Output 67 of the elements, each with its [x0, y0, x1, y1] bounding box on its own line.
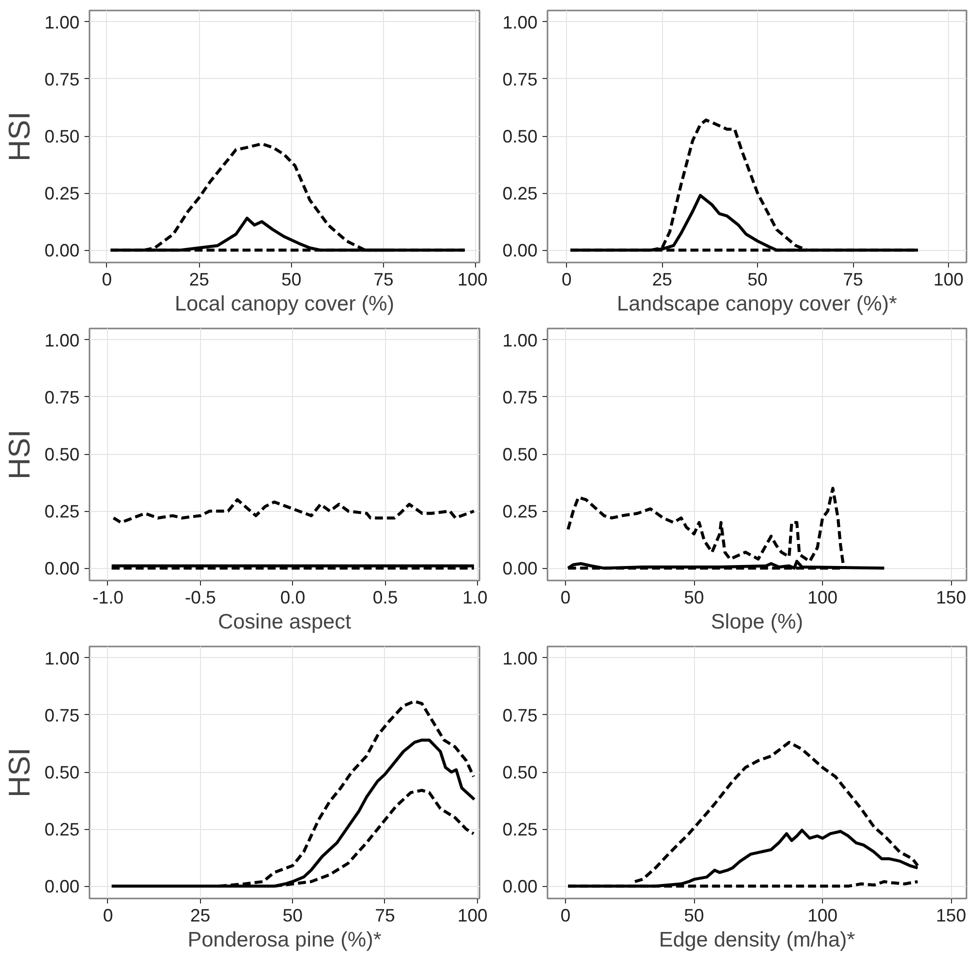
x-tick-label: 75 — [374, 270, 394, 290]
x-tick-label: -0.5 — [184, 588, 216, 608]
x-tick-label: 100 — [457, 270, 488, 290]
x-axis-title: Cosine aspect — [218, 610, 352, 634]
y-tick-label: 0.25 — [502, 820, 538, 840]
y-tick-label: 1.00 — [502, 12, 538, 32]
x-tick-label: 0 — [562, 270, 572, 290]
y-tick-label: 0.50 — [44, 126, 80, 147]
y-tick-label: 0.00 — [44, 876, 80, 897]
y-tick-label: 0.50 — [44, 762, 80, 783]
x-tick-label: 100 — [808, 588, 838, 608]
y-tick-label: 0.00 — [44, 240, 80, 261]
x-axis-title: Landscape canopy cover (%)* — [616, 292, 898, 316]
y-tick-label: 1.00 — [44, 330, 80, 350]
y-tick-label: 0.00 — [44, 558, 80, 579]
y-tick-label: 0.25 — [44, 820, 80, 840]
x-tick-label: 150 — [936, 588, 966, 608]
x-tick-label: 100 — [934, 270, 964, 290]
y-tick-label: 0.50 — [502, 444, 538, 465]
y-tick-label: 0.50 — [502, 126, 538, 147]
x-tick-label: 50 — [748, 270, 768, 290]
x-tick-label: 25 — [190, 906, 210, 926]
x-axis-title: Local canopy cover (%) — [174, 292, 394, 316]
x-tick-label: 100 — [808, 906, 838, 926]
x-tick-label: 150 — [936, 906, 966, 926]
x-tick-label: 50 — [282, 906, 303, 926]
y-tick-label: 0.25 — [502, 184, 538, 204]
x-tick-label: 25 — [652, 270, 672, 290]
x-axis-title: Edge density (m/ha)* — [658, 928, 856, 952]
y-tick-label: 0.75 — [502, 69, 538, 90]
y-tick-label: 0.25 — [502, 502, 538, 522]
x-tick-label: 50 — [684, 906, 704, 926]
x-tick-label: 25 — [189, 270, 210, 290]
y-axis-title: HSI — [3, 747, 36, 798]
x-tick-label: 0 — [560, 906, 571, 926]
y-tick-label: 1.00 — [502, 330, 538, 350]
y-tick-label: 0.75 — [502, 387, 538, 408]
x-tick-label: 50 — [281, 270, 302, 290]
x-tick-label: -1.0 — [92, 588, 124, 608]
y-tick-label: 0.00 — [502, 240, 538, 261]
y-tick-label: 0.75 — [502, 705, 538, 726]
x-tick-label: 0.0 — [280, 588, 306, 608]
x-tick-label: 0 — [102, 906, 113, 926]
x-tick-label: 75 — [843, 270, 864, 290]
y-tick-label: 0.75 — [44, 69, 80, 90]
x-tick-label: 75 — [374, 906, 395, 926]
y-tick-label: 0.75 — [44, 705, 80, 726]
y-tick-label: 0.00 — [502, 558, 538, 579]
x-tick-label: 100 — [457, 906, 488, 926]
x-tick-label: 0.5 — [372, 588, 398, 608]
y-axis-title: HSI — [3, 111, 36, 162]
y-tick-label: 1.00 — [44, 12, 80, 32]
y-tick-label: 0.00 — [502, 876, 538, 897]
y-tick-label: 1.00 — [502, 648, 538, 668]
y-axis-title: HSI — [3, 429, 36, 480]
y-tick-label: 0.25 — [44, 502, 80, 522]
y-tick-label: 0.50 — [502, 762, 538, 783]
x-tick-label: 0 — [560, 588, 571, 608]
x-tick-label: 0 — [102, 270, 112, 290]
x-tick-label: 1.0 — [462, 588, 488, 608]
y-tick-label: 0.50 — [44, 444, 80, 465]
x-tick-label: 50 — [684, 588, 704, 608]
y-tick-label: 1.00 — [44, 648, 80, 668]
x-axis-title: Ponderosa pine (%)* — [188, 928, 382, 952]
y-tick-label: 0.75 — [44, 387, 80, 408]
y-tick-label: 0.25 — [44, 184, 80, 204]
x-axis-title: Slope (%) — [710, 610, 804, 634]
